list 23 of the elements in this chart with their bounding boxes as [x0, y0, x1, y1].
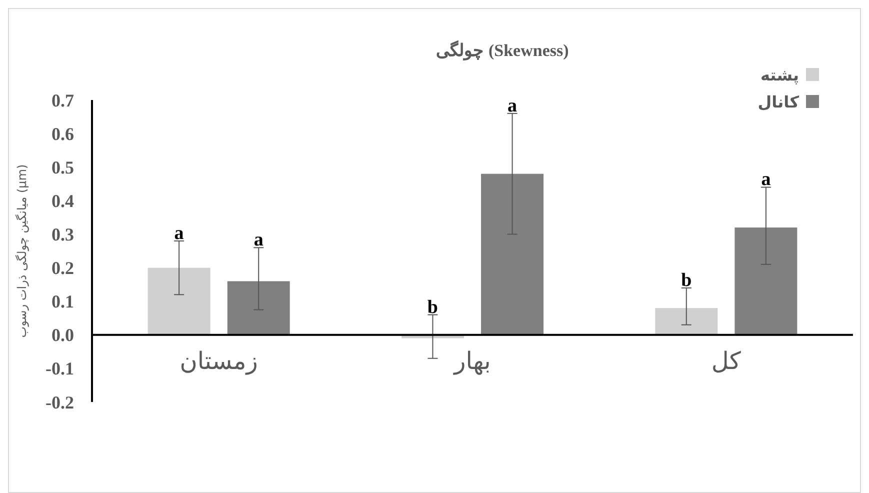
y-tick-label: -0.2 [46, 392, 74, 412]
legend-label: کانال [758, 92, 800, 112]
annotation: a [508, 95, 518, 116]
annotation: b [681, 270, 692, 291]
annotation: b [427, 296, 438, 318]
y-tick-label: 0.6 [52, 124, 74, 144]
chart-title: چولگی (Skewness) [436, 40, 569, 61]
x-tick-label: کل [711, 346, 742, 375]
x-tick-label: بهار [453, 346, 491, 375]
y-tick-label: 0.4 [52, 190, 74, 211]
y-tick-label: 0.1 [52, 292, 74, 312]
x-tick-label: زمستان [180, 346, 258, 375]
annotation: a [761, 169, 772, 190]
annotation: a [254, 230, 264, 251]
legend-label: پشته [760, 66, 799, 85]
y-tick-label: 0.5 [52, 157, 74, 178]
annotation: a [174, 222, 184, 244]
y-tick-label: -0.1 [46, 358, 74, 379]
y-tick-label: 0.0 [52, 325, 74, 346]
y-tick-label: 0.7 [52, 90, 74, 110]
y-tick-label: 0.3 [52, 224, 74, 245]
y-axis-title: میانگین چولگی ذرات رسوب (μm) [15, 164, 30, 338]
y-tick-label: 0.2 [52, 258, 74, 278]
